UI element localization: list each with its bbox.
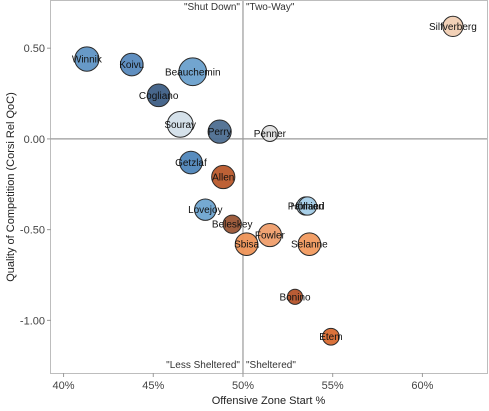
y-axis-title: Quality of Competition (Corsi Rel QoC) <box>5 92 17 282</box>
quadrant-label-less-sheltered: "Less Sheltered" <box>166 360 240 371</box>
point-label-bonino: Bonino <box>279 292 311 303</box>
point-label-beauchemin: Beauchemin <box>165 67 221 78</box>
y-tick-label: 0.00 <box>24 134 45 146</box>
point-penner <box>261 124 279 142</box>
point-label-getzlaf: Getzlaf <box>175 158 207 169</box>
point-lovejoy <box>194 198 217 221</box>
point-perry <box>207 119 232 144</box>
point-sbisa <box>234 232 259 256</box>
point-label-palmieri: Palmieri <box>288 202 324 213</box>
point-label-fowler: Fowler <box>255 231 286 242</box>
point-label-souray: Souray <box>164 120 196 131</box>
point-label-silfverberg: Silfverberg <box>429 22 477 33</box>
point-label-selanne: Selanne <box>291 240 328 251</box>
plot-frame <box>50 0 488 374</box>
point-label-sbisa: Sbisa <box>234 240 259 251</box>
point-allen <box>211 164 236 190</box>
point-bonino <box>286 288 304 305</box>
quadrant-label-shut-down: "Shut Down" <box>184 2 240 13</box>
point-koivu <box>119 52 144 77</box>
point-label-cogliano: Cogliano <box>139 91 179 102</box>
point-label-lovejoy: Lovejoy <box>188 205 222 216</box>
point-selanne <box>297 232 322 256</box>
y-tick-label: 0.50 <box>24 43 45 55</box>
point-label-beleskey: Beleskey <box>212 220 253 231</box>
point-label-allen: Allen <box>212 173 234 184</box>
point-label-perry: Perry <box>208 127 232 138</box>
x-tick-label: 55% <box>322 380 344 392</box>
x-tick-label: 45% <box>142 380 164 392</box>
quadrant-label-sheltered: "Sheltered" <box>246 360 296 371</box>
x-tick-label: 60% <box>411 380 433 392</box>
point-beleskey <box>222 214 242 234</box>
y-tick-label: -0.50 <box>20 225 45 237</box>
point-holland <box>297 196 318 216</box>
point-label-holland: Holland <box>291 202 325 213</box>
point-cogliano <box>146 83 171 108</box>
point-beauchemin <box>178 57 208 87</box>
point-souray <box>166 110 194 138</box>
point-label-penner: Penner <box>254 129 287 140</box>
point-etem <box>322 327 340 346</box>
point-fowler <box>257 222 282 248</box>
point-silfverberg <box>442 15 464 38</box>
point-getzlaf <box>179 150 203 175</box>
x-tick-label: 50% <box>232 380 254 392</box>
point-winnik <box>74 46 100 72</box>
y-tick-label: -1.00 <box>20 315 45 327</box>
point-label-koivu: Koivu <box>119 60 144 71</box>
point-label-etem: Etem <box>319 332 342 343</box>
x-axis-title: Offensive Zone Start % <box>212 395 326 407</box>
point-label-winnik: Winnik <box>72 55 103 66</box>
x-tick-label: 40% <box>53 380 75 392</box>
quadrant-label-two-way: "Two-Way" <box>246 2 295 13</box>
